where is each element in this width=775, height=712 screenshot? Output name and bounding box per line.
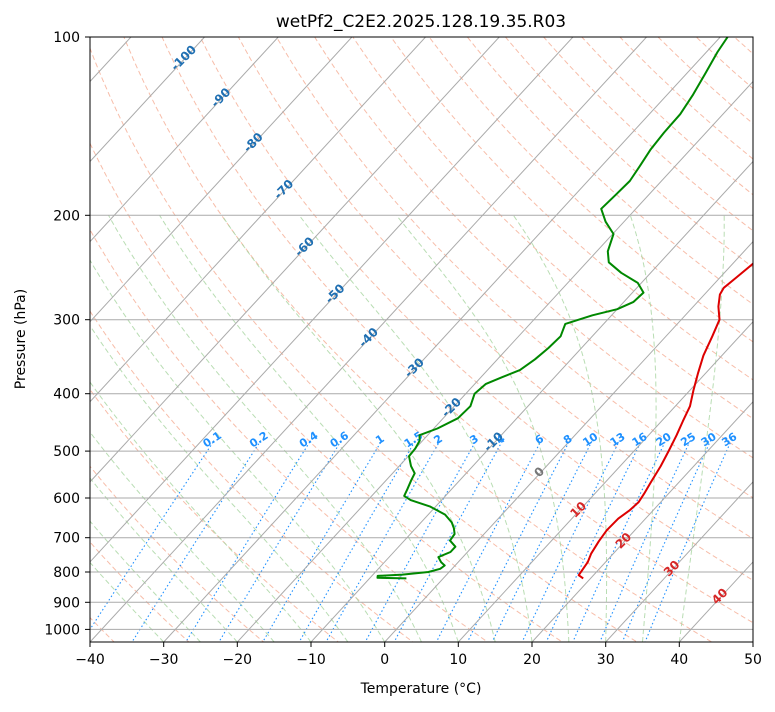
moist-adiabat	[0, 215, 311, 642]
mixing-ratio-label: 13	[608, 430, 628, 449]
y-tick-label: 900	[53, 595, 80, 611]
data-series	[378, 37, 775, 578]
isotherm-line	[0, 10, 451, 654]
mixing-ratio-line	[595, 441, 690, 654]
dry-adiabat	[263, 12, 775, 654]
isotherm-label: -40	[356, 325, 381, 350]
isotherm-label: -70	[271, 177, 296, 202]
isotherm-line	[0, 10, 303, 654]
mixing-ratio-label: 6	[533, 432, 547, 447]
isotherm-line	[0, 10, 377, 654]
moist-adiabat	[0, 215, 201, 642]
isotherm-line	[742, 10, 775, 654]
x-tick-label: 50	[744, 652, 762, 668]
mixing-ratio-label: 25	[678, 430, 698, 449]
moist-adiabat	[397, 215, 569, 642]
x-tick-label: 0	[380, 652, 389, 668]
isotherm-line	[447, 10, 775, 654]
dry-adiabat	[597, 12, 775, 654]
x-tick-label: 10	[449, 652, 467, 668]
isotherm-line	[153, 10, 746, 654]
dry-adiabat	[708, 12, 775, 654]
mixing-ratio-label: 0.4	[297, 429, 321, 451]
dry-adiabat	[152, 12, 775, 654]
mixing-ratio-line	[568, 441, 666, 654]
y-axis-label: Pressure (hPa)	[13, 289, 29, 389]
dry-adiabat	[411, 12, 775, 654]
mixing-ratio-line	[359, 441, 476, 654]
x-axis-label: Temperature (°C)	[360, 681, 482, 697]
isotherm-label: -60	[292, 234, 317, 259]
moist-adiabat	[513, 215, 606, 642]
y-tick-label: 800	[53, 565, 80, 581]
moist-adiabat	[679, 215, 724, 642]
isotherm-label: 10	[567, 499, 589, 521]
mixing-ratio-line	[179, 441, 311, 654]
dry-adiabat	[0, 12, 202, 654]
background-lines	[0, 12, 775, 654]
isotherm-label: -30	[402, 355, 427, 380]
isotherm-label: -50	[322, 281, 347, 306]
y-tick-label: 1000	[44, 622, 80, 638]
dry-adiabat	[3, 12, 505, 654]
chart-title: wetPf2_C2E2.2025.128.19.35.R03	[276, 12, 566, 32]
mixing-ratio-label: 8	[561, 432, 575, 447]
mixing-ratio-line	[212, 441, 341, 654]
mixing-ratio-label: 16	[630, 430, 650, 449]
mixing-ratio-line	[462, 441, 570, 654]
y-tick-label: 100	[53, 30, 80, 46]
mixing-ratio-label: 3	[467, 432, 481, 447]
moist-adiabat	[160, 215, 459, 642]
moist-adiabat	[630, 215, 656, 642]
moist-adiabat	[0, 215, 274, 642]
x-tick-label: −40	[75, 652, 105, 668]
dry-adiabat	[374, 12, 775, 654]
isotherm-label: -100	[168, 42, 199, 73]
isotherm-line	[226, 10, 775, 654]
mixing-ratio-label: 0.1	[201, 429, 224, 451]
isotherm-label: 40	[709, 585, 731, 607]
isotherm-line	[0, 10, 230, 654]
y-tick-label: 400	[53, 387, 80, 403]
x-tick-label: −20	[223, 652, 253, 668]
dry-adiabat	[337, 12, 775, 654]
isotherm-label: 0	[531, 464, 547, 480]
dry-adiabat	[671, 12, 775, 654]
y-tick-label: 700	[53, 531, 80, 547]
mixing-ratio-label: 0.2	[247, 429, 270, 451]
mixing-ratio-label: 36	[719, 430, 739, 449]
mixing-ratio-line	[430, 441, 541, 654]
x-tick-label: −30	[149, 652, 179, 668]
mixing-ratio-line	[293, 441, 416, 654]
mixing-ratio-label: 1	[373, 432, 387, 447]
x-tick-label: 40	[670, 652, 688, 668]
isotherm-label: -80	[241, 130, 266, 155]
moist-adiabat	[0, 215, 237, 642]
dry-adiabat	[40, 12, 581, 654]
y-tick-label: 200	[53, 208, 80, 224]
isotherm-line	[0, 10, 524, 654]
x-tick-label: 20	[523, 652, 541, 668]
mixing-ratio-label: 1.5	[402, 429, 425, 451]
y-tick-label: 300	[53, 313, 80, 329]
isotherm-label: 20	[613, 530, 635, 552]
mixing-ratio-line	[617, 441, 710, 654]
y-tick-label: 600	[53, 491, 80, 507]
mixing-ratio-label: 0.6	[328, 429, 352, 451]
plot-frame	[90, 37, 753, 642]
y-tick-label: 500	[53, 444, 80, 460]
x-tick-label: 30	[597, 652, 615, 668]
mixing-ratio-line	[320, 441, 441, 654]
isotherm-line	[0, 10, 9, 654]
x-tick-label: −10	[296, 652, 326, 668]
moist-adiabat	[109, 215, 422, 642]
isotherm-label: -90	[208, 85, 233, 110]
dry-adiabat	[634, 12, 775, 654]
